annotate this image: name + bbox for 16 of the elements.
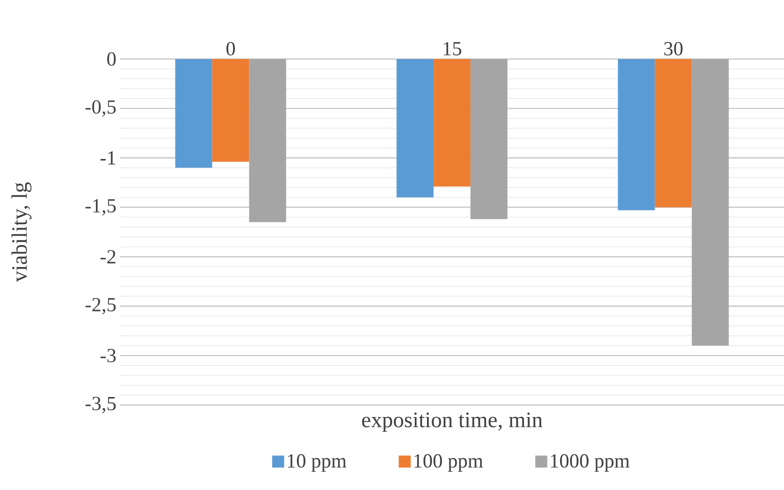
legend-label: 10 ppm — [288, 454, 346, 472]
y-tick-label: -0,5 — [86, 100, 116, 117]
y-tick-label: -3,5 — [86, 396, 116, 414]
y-tick-label: -1,5 — [86, 199, 116, 216]
legend-label: 100 ppm — [414, 454, 483, 472]
y-tick-label: -1 — [100, 151, 116, 164]
y-tick-label: 0 — [107, 52, 116, 66]
y-tick-label: -3 — [100, 348, 116, 362]
x-tick-label: 0 — [226, 42, 235, 56]
x-tick-label: 15 — [444, 42, 462, 56]
y-axis-title: viability, lg — [11, 182, 32, 282]
legend-label: 1000 ppm — [551, 454, 630, 472]
x-tick-label: 30 — [664, 42, 683, 56]
y-tick-label: -2 — [100, 250, 116, 264]
y-tick-label: -2,5 — [86, 298, 116, 314]
x-axis-title: exposition time, min — [362, 412, 542, 432]
